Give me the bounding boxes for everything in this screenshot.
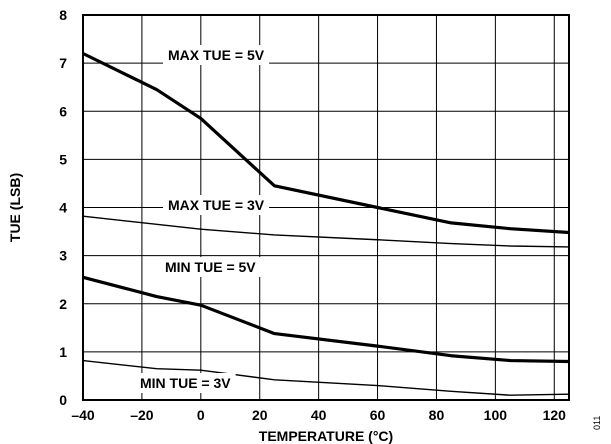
series-line-min-tue-3v (82, 359, 570, 396)
y-tick-label: 5 (59, 151, 67, 167)
x-tick-label: 80 (429, 407, 445, 423)
figure-id: 011 (592, 416, 602, 430)
series-label-max-tue-3v: MAX TUE = 3V (168, 197, 265, 213)
series-line-max-tue-5v (82, 52, 570, 235)
series-line-max-tue-3v (82, 215, 570, 248)
x-axis-ticks: –40 –20 0 20 40 60 80 100 120 (71, 407, 566, 423)
y-tick-label: 3 (59, 248, 67, 264)
series-labels: MAX TUE = 5V MAX TUE = 3V MIN TUE = 5V MIN … (135, 45, 270, 393)
x-tick-label: 60 (370, 407, 386, 423)
series-label-max-tue-5v: MAX TUE = 5V (168, 47, 265, 63)
x-tick-label: –40 (71, 407, 95, 423)
y-axis-title: TUE (LSB) (7, 173, 23, 242)
x-tick-label: 40 (311, 407, 327, 423)
y-tick-label: 0 (59, 392, 67, 408)
series-line-min-tue-5v (82, 275, 570, 364)
series-label-min-tue-5v: MIN TUE = 5V (165, 259, 256, 275)
y-tick-label: 4 (59, 200, 67, 216)
x-tick-label: 120 (543, 407, 567, 423)
x-tick-label: –20 (130, 407, 154, 423)
series-label-backdrop (163, 195, 270, 215)
x-tick-label: 20 (252, 407, 268, 423)
plot-frame (82, 14, 570, 401)
y-tick-label: 2 (59, 296, 67, 312)
series-label-backdrop (135, 373, 236, 393)
x-axis-title: TEMPERATURE (°C) (259, 428, 393, 444)
y-tick-label: 7 (59, 55, 67, 71)
series-layer (82, 52, 570, 396)
series-label-backdrop (160, 257, 261, 277)
y-tick-label: 8 (59, 7, 67, 23)
series-label-backdrop (163, 45, 270, 65)
series-label-min-tue-3v: MIN TUE = 3V (140, 375, 231, 391)
x-tick-label: 0 (197, 407, 205, 423)
y-tick-label: 6 (59, 103, 67, 119)
y-tick-label: 1 (59, 344, 67, 360)
y-axis-ticks: 0 1 2 3 4 5 6 7 8 (59, 7, 67, 408)
x-tick-label: 100 (484, 407, 508, 423)
